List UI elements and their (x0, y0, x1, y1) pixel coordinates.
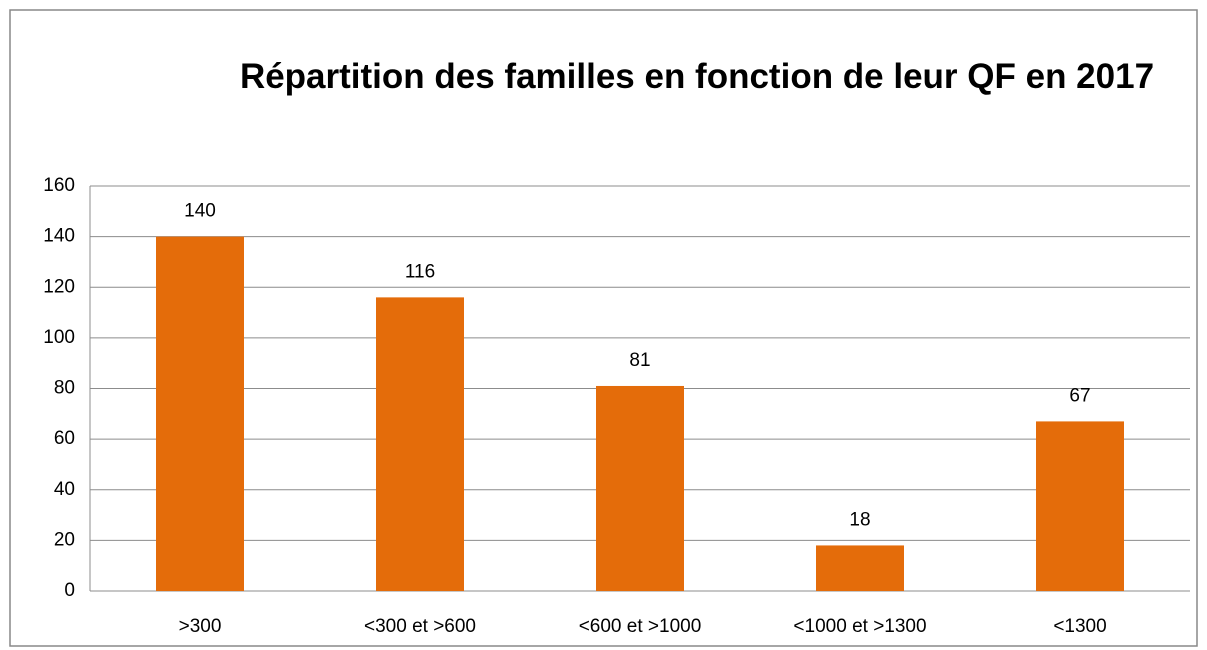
y-tick-label: 20 (54, 529, 75, 550)
y-tick-label: 60 (54, 428, 75, 449)
data-label: 81 (629, 350, 650, 371)
data-label: 116 (405, 261, 435, 282)
bar (596, 385, 684, 591)
bar (816, 545, 904, 591)
data-label: 140 (184, 201, 216, 222)
y-tick-label: 120 (43, 276, 75, 297)
y-tick-label: 0 (64, 580, 75, 601)
x-tick-label: >300 (179, 616, 222, 637)
data-label: 18 (849, 509, 870, 530)
chart-border (9, 9, 1198, 647)
x-tick-label: <1300 (1053, 616, 1106, 637)
bar (1036, 421, 1124, 591)
x-tick-label: <1000 et >1300 (793, 616, 926, 637)
y-tick-label: 140 (43, 226, 75, 247)
y-tick-label: 160 (43, 175, 75, 196)
y-tick-label: 40 (54, 479, 75, 500)
x-tick-label: <300 et >600 (364, 616, 476, 637)
bar (156, 236, 244, 591)
y-tick-label: 100 (43, 327, 75, 348)
chart-title: Répartition des familles en fonction de … (239, 57, 1155, 96)
x-tick-label: <600 et >1000 (579, 616, 702, 637)
bar (376, 297, 464, 591)
y-tick-label: 80 (54, 378, 75, 399)
data-label: 67 (1069, 385, 1090, 406)
